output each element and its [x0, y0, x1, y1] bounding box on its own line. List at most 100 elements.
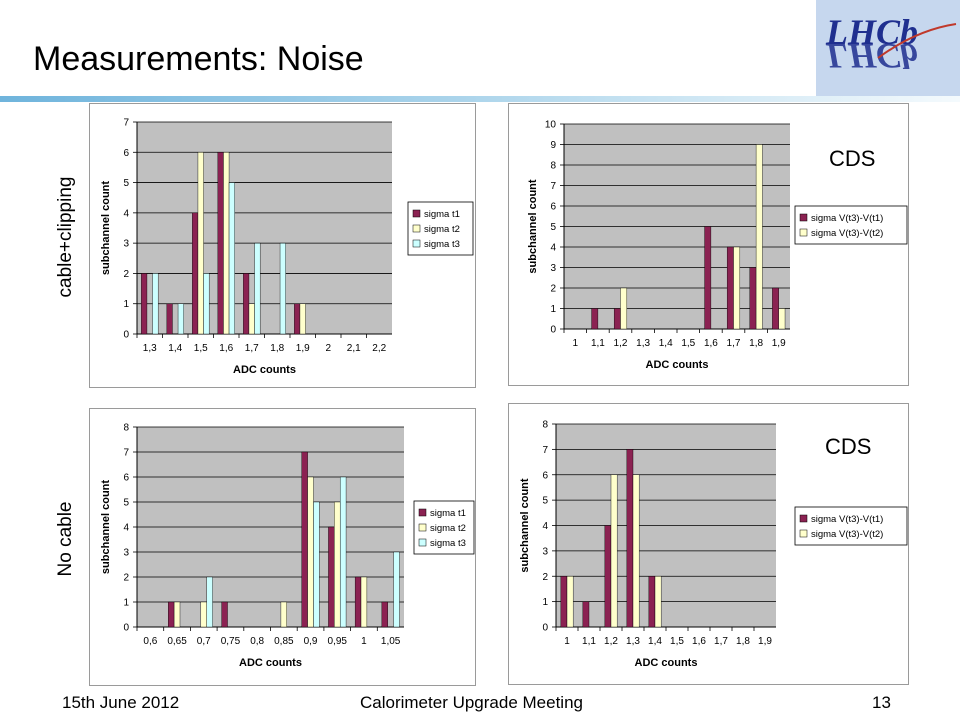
x-tick-label: 0,95 — [328, 636, 348, 647]
legend-entry: sigma V(t3)-V(t1) — [811, 514, 883, 525]
y-tick-label: 8 — [542, 420, 548, 431]
x-tick-label: 1,3 — [636, 338, 650, 349]
legend-swatch — [418, 508, 427, 517]
chart-panel-bottom-right: 0 1 2 3 4 5 6 7 8 1 1,1 1,2 1,3 1,4 1,5 1,6 1,7 1,8 1,9 ADC… — [508, 403, 909, 685]
x-tick-label: 1,6 — [219, 343, 233, 354]
bar — [381, 601, 388, 628]
x-tick-label: 1,9 — [758, 636, 772, 647]
bar — [749, 267, 757, 330]
legend-swatch — [799, 514, 808, 523]
x-tick-label: 2,2 — [372, 343, 386, 354]
y-tick-label: 1 — [550, 304, 556, 315]
legend-swatch — [412, 209, 421, 218]
x-tick-label: 1,7 — [727, 338, 741, 349]
legend-entry: sigma V(t3)-V(t1) — [811, 213, 883, 224]
x-tick-label: 1,5 — [681, 338, 695, 349]
y-tick-label: 3 — [542, 546, 548, 557]
bar — [654, 576, 662, 628]
x-axis-label: ADC counts — [646, 359, 709, 371]
legend — [794, 205, 908, 245]
x-tick-label: 1,7 — [245, 343, 259, 354]
bar — [301, 451, 308, 628]
y-tick-label: 3 — [123, 548, 129, 559]
legend-swatch — [799, 213, 808, 222]
bar — [299, 303, 306, 335]
bar — [166, 303, 173, 335]
x-tick-label: 1,1 — [582, 636, 596, 647]
y-tick-label: 5 — [123, 498, 129, 509]
y-tick-label: 2 — [123, 573, 129, 584]
bar — [778, 308, 786, 330]
y-tick-label: 4 — [123, 208, 129, 219]
x-tick-label: 1 — [573, 338, 579, 349]
legend-swatch — [799, 228, 808, 237]
y-axis-label: subchannel count — [527, 179, 539, 273]
row-label-top: cable+clipping — [55, 176, 76, 298]
x-tick-label: 1,6 — [704, 338, 718, 349]
bar — [141, 273, 148, 335]
bar — [726, 246, 734, 330]
bar — [610, 474, 618, 628]
lhcb-logo-graphic: LHCb LHCb — [825, 12, 957, 76]
legend-entry: sigma V(t3)-V(t2) — [811, 529, 883, 540]
bar — [294, 303, 301, 335]
y-tick-label: 1 — [123, 598, 129, 609]
chart-annotation: CDS — [825, 434, 871, 459]
bar — [704, 226, 712, 330]
x-tick-label: 1,2 — [604, 636, 618, 647]
footer-date: 15th June 2012 — [62, 693, 180, 712]
bar — [733, 246, 741, 330]
x-tick-label: 1,4 — [648, 636, 662, 647]
y-tick-label: 8 — [550, 161, 556, 172]
bar — [173, 601, 181, 628]
chart-panel-top-right: 0 1 2 3 4 5 6 7 8 9 10 1 1,1 1,2 1,3 1,4 1,5 1,6 1,7 1,8 1,9… — [508, 103, 909, 386]
x-tick-label: 0,8 — [250, 636, 264, 647]
footer-event: Calorimeter Upgrade Meeting — [360, 693, 583, 712]
bar — [360, 576, 368, 628]
y-tick-label: 4 — [542, 521, 548, 532]
bar — [560, 576, 568, 628]
legend-swatch — [412, 224, 421, 233]
bar — [203, 273, 210, 335]
bar — [168, 601, 175, 628]
x-tick-label: 1,9 — [296, 343, 310, 354]
x-tick-label: 1 — [361, 636, 367, 647]
x-tick-label: 1,8 — [736, 636, 750, 647]
y-axis-label: subchannel count — [100, 181, 112, 275]
legend-entry: sigma t2 — [430, 523, 466, 534]
svg-text:LHCb: LHCb — [825, 12, 918, 52]
bar — [566, 576, 574, 628]
y-tick-label: 0 — [550, 325, 556, 336]
bar — [254, 242, 261, 335]
y-tick-label: 4 — [123, 523, 129, 534]
lhcb-logo: LHCb LHCb — [816, 0, 960, 96]
x-tick-label: 0,9 — [304, 636, 318, 647]
y-tick-label: 5 — [123, 178, 129, 189]
legend — [794, 506, 908, 546]
x-tick-label: 1,5 — [194, 343, 208, 354]
bar — [228, 182, 235, 335]
bar — [755, 144, 763, 330]
y-tick-label: 6 — [542, 470, 548, 481]
bar — [393, 551, 400, 628]
bar — [772, 287, 779, 330]
y-tick-label: 1 — [542, 597, 548, 608]
y-tick-label: 3 — [123, 239, 129, 250]
legend-swatch — [799, 529, 808, 538]
legend-swatch — [418, 523, 427, 532]
bar — [152, 273, 159, 335]
y-axis-label: subchannel count — [519, 478, 531, 572]
x-tick-label: 1,3 — [143, 343, 157, 354]
x-tick-label: 1,8 — [749, 338, 763, 349]
x-tick-label: 2 — [325, 343, 331, 354]
y-tick-label: 7 — [550, 181, 556, 192]
x-tick-label: 0,7 — [197, 636, 211, 647]
y-tick-label: 2 — [123, 269, 129, 280]
chart-no-cable-sigma: 0 1 2 3 4 5 6 7 8 0,6 0,65 0,7 0,75 0,8 0,85 0,9 0,95 1 1,… — [100, 423, 475, 669]
x-tick-label: 1,2 — [614, 338, 628, 349]
title-rule — [0, 96, 960, 102]
bar — [307, 476, 314, 628]
y-tick-label: 1 — [123, 299, 129, 310]
bar — [632, 474, 640, 628]
bar — [279, 242, 286, 335]
